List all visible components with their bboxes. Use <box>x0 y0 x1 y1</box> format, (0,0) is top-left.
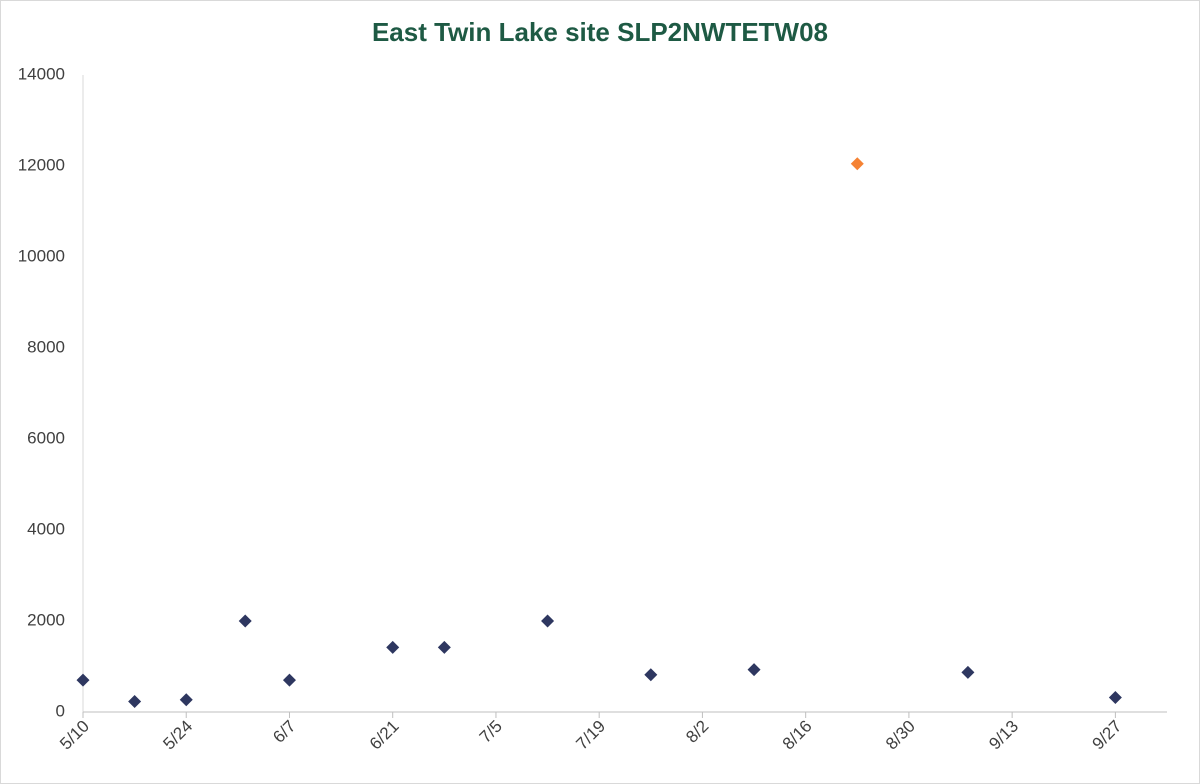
chart-title: East Twin Lake site SLP2NWTETW08 <box>372 17 828 47</box>
point <box>747 663 761 677</box>
point <box>541 614 555 628</box>
point <box>644 668 658 682</box>
y-tick-label: 4000 <box>27 519 65 538</box>
y-tick-label: 2000 <box>27 610 65 629</box>
point <box>238 614 252 628</box>
y-tick-label: 14000 <box>18 64 65 83</box>
point <box>1108 690 1122 704</box>
point <box>961 665 975 679</box>
y-tick-label: 10000 <box>18 246 65 265</box>
point <box>282 673 296 687</box>
point <box>76 673 90 687</box>
point <box>179 693 193 707</box>
y-tick-label: 6000 <box>27 428 65 447</box>
y-tick-label: 12000 <box>18 155 65 174</box>
point <box>850 157 864 171</box>
point <box>437 640 451 654</box>
point <box>128 695 142 709</box>
point <box>386 640 400 654</box>
y-tick-label: 8000 <box>27 337 65 356</box>
y-tick-label: 0 <box>56 701 65 720</box>
